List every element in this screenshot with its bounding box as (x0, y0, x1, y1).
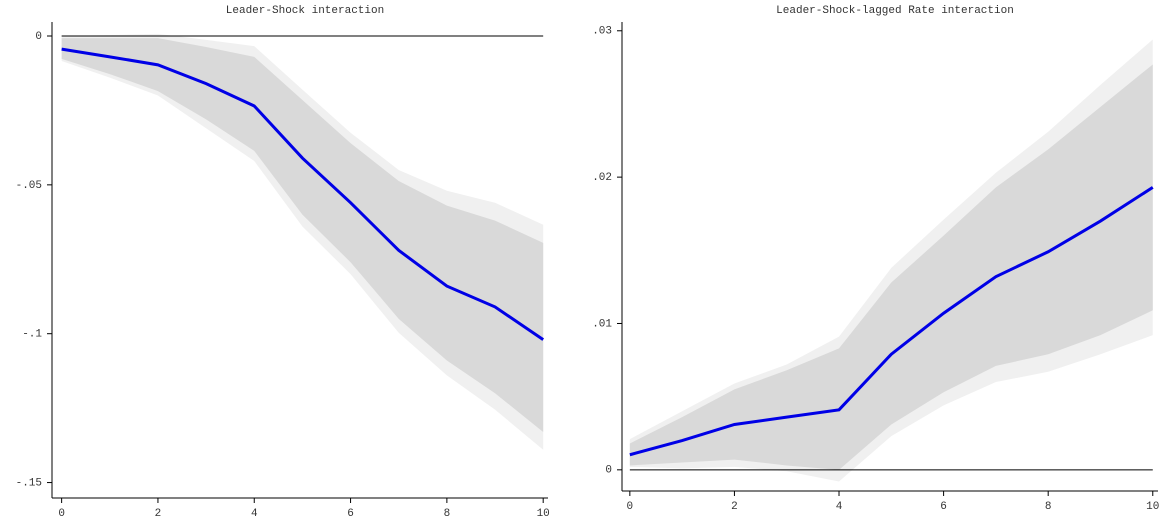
confidence-band (61, 38, 544, 432)
x-tick-label: 10 (537, 508, 550, 520)
confidence-band (629, 39, 1153, 482)
x-tick-label: 10 (1146, 501, 1159, 513)
confidence-band (629, 64, 1153, 470)
chart-title: Leader-Shock-lagged Rate interaction (776, 5, 1014, 17)
x-tick-label: 0 (627, 501, 634, 513)
line (61, 47, 545, 341)
x-tick-label: 8 (444, 508, 451, 520)
x-tick-label: 2 (155, 508, 162, 520)
y-tick-label: -.15 (16, 477, 42, 489)
confidence-band (61, 33, 544, 450)
y-tick-label: -.05 (16, 180, 42, 192)
x-tick-label: 4 (836, 501, 843, 513)
x-tick-label: 8 (1045, 501, 1052, 513)
x-tick-label: 6 (940, 501, 947, 513)
y-tick-label: 0 (605, 465, 612, 477)
y-tick-label: -.1 (22, 329, 42, 341)
x-tick-label: 6 (347, 508, 354, 520)
y-tick-label: .02 (592, 172, 612, 184)
y-tick-label: 0 (35, 31, 42, 43)
x-tick-label: 0 (58, 508, 65, 520)
line (629, 186, 1154, 457)
x-tick-label: 2 (731, 501, 738, 513)
x-tick-label: 4 (251, 508, 258, 520)
y-tick-label: .03 (592, 26, 612, 38)
chart-title: Leader-Shock interaction (226, 5, 384, 17)
y-tick-label: .01 (592, 318, 612, 330)
